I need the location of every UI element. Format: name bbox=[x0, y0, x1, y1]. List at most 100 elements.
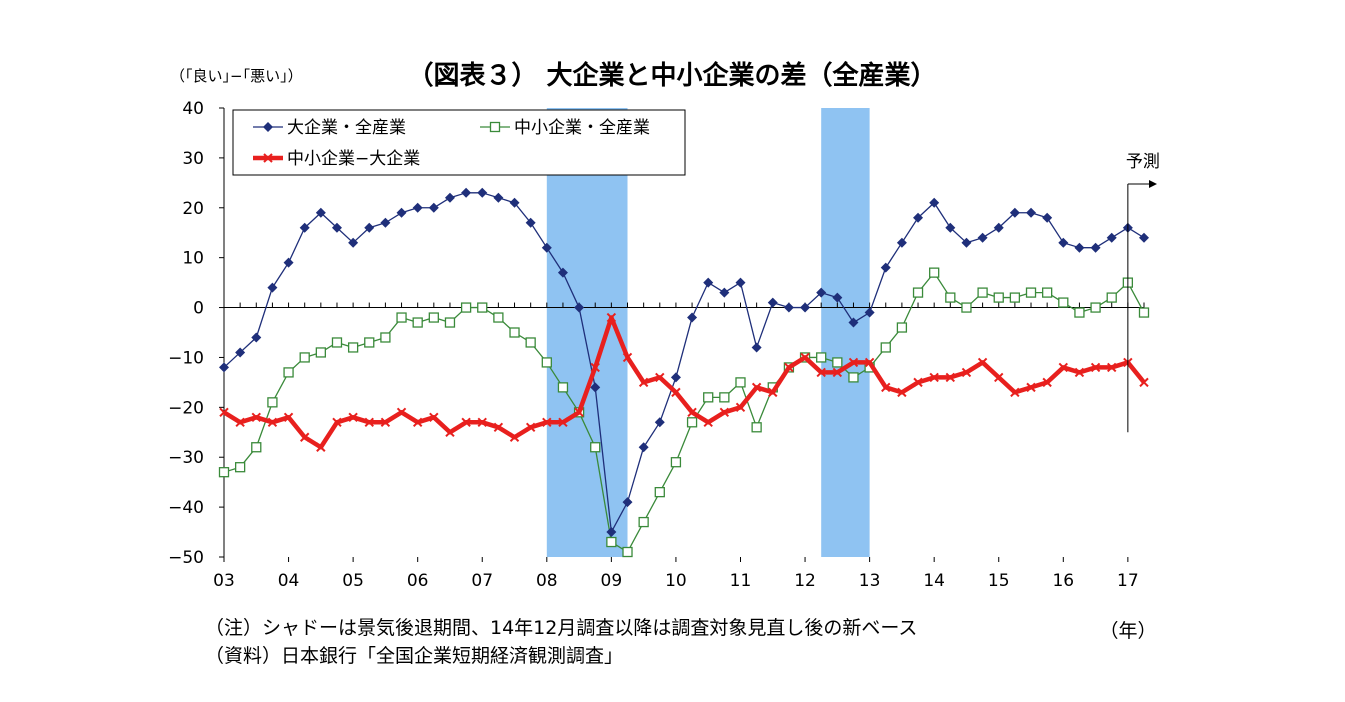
series-2-point bbox=[315, 347, 326, 358]
series-3-point bbox=[590, 362, 600, 373]
series-3-point bbox=[671, 387, 681, 398]
legend-marker-1 bbox=[263, 122, 273, 132]
x-tick-label: 07 bbox=[471, 571, 493, 591]
series-2-point bbox=[460, 302, 472, 313]
series-1-point bbox=[945, 222, 956, 233]
series-3-point bbox=[267, 417, 278, 428]
series-1-point bbox=[509, 197, 520, 208]
y-tick-label: −30 bbox=[168, 448, 204, 468]
series-1-point bbox=[412, 202, 423, 213]
series-2-point bbox=[218, 467, 230, 478]
series-2-point bbox=[848, 372, 859, 383]
series-2 bbox=[218, 267, 1150, 558]
y-tick-label: −40 bbox=[168, 498, 204, 518]
series-1-point bbox=[380, 217, 391, 228]
series-1-point bbox=[767, 297, 778, 308]
x-tick-label: 11 bbox=[730, 571, 752, 591]
series-3-point bbox=[235, 417, 245, 428]
x-tick-label: 08 bbox=[536, 571, 558, 591]
series-1-point bbox=[816, 287, 827, 298]
y-tick-label: −20 bbox=[168, 398, 204, 418]
series-2-point bbox=[267, 397, 278, 408]
x-tick-label: 17 bbox=[1117, 571, 1139, 591]
x-tick-label: 16 bbox=[1052, 571, 1074, 591]
series-1-point bbox=[864, 307, 875, 318]
series-1-point bbox=[525, 217, 536, 228]
series-2-point bbox=[541, 357, 552, 368]
series-1-point bbox=[880, 262, 891, 273]
x-tick-label: 10 bbox=[665, 571, 687, 591]
series-1-point bbox=[783, 302, 794, 313]
series-1-point bbox=[541, 242, 552, 253]
series-1-point bbox=[1058, 237, 1069, 248]
series-3-point bbox=[1090, 362, 1101, 373]
series-2-point bbox=[1090, 302, 1101, 313]
recession-shade-1 bbox=[546, 108, 628, 557]
series-3-point bbox=[574, 407, 584, 418]
series-2-point bbox=[735, 377, 746, 388]
y-tick-label: 30 bbox=[182, 149, 204, 169]
series-2-point bbox=[380, 332, 391, 343]
series-2-point bbox=[622, 546, 633, 558]
series-3-point bbox=[864, 357, 875, 368]
series-3-point bbox=[929, 372, 939, 383]
source-note: （資料）日本銀行「全国企業短期経済観測調査」 bbox=[205, 645, 624, 667]
series-2-point bbox=[929, 267, 940, 278]
series-2-point bbox=[364, 337, 375, 348]
series-3-point bbox=[542, 417, 552, 428]
legend-label-3: 中小企業−大企業 bbox=[287, 149, 420, 169]
series-3-point bbox=[994, 372, 1004, 383]
series-2-point bbox=[444, 317, 456, 328]
series-1-point bbox=[396, 207, 407, 218]
series-2-point bbox=[912, 287, 924, 298]
series-2-point bbox=[299, 352, 310, 363]
series-3-point bbox=[816, 367, 826, 378]
y-axis-label: （｢良い｣−｢悪い｣） bbox=[170, 67, 303, 85]
legend-marker-2 bbox=[489, 121, 501, 133]
series-3-point bbox=[1026, 382, 1036, 393]
series-3-point bbox=[283, 412, 294, 423]
series-3-point bbox=[461, 417, 471, 428]
series-1-point bbox=[848, 317, 859, 328]
legend-label-2: 中小企業・全産業 bbox=[514, 118, 650, 138]
series-1-point bbox=[348, 237, 359, 248]
series-1-point bbox=[1106, 232, 1117, 243]
x-tick-label: 15 bbox=[988, 571, 1010, 591]
series-3-point bbox=[509, 432, 520, 442]
series-3-point bbox=[897, 387, 907, 398]
series-1-point bbox=[477, 187, 488, 198]
series-2-point bbox=[347, 342, 359, 353]
series-2-point bbox=[509, 327, 520, 338]
series-3-point bbox=[961, 367, 972, 378]
series-2-point bbox=[331, 337, 343, 348]
series-1-point bbox=[251, 332, 262, 343]
series-3-point bbox=[913, 377, 923, 388]
series-1-point bbox=[1042, 212, 1053, 223]
series-3-point bbox=[493, 422, 504, 432]
series-1-point bbox=[670, 372, 681, 383]
series-3-point bbox=[429, 412, 439, 423]
series-3-point bbox=[1010, 387, 1020, 398]
series-3-point bbox=[396, 407, 407, 418]
series-2-point bbox=[670, 457, 682, 468]
legend-box bbox=[232, 109, 686, 176]
series-3-point bbox=[784, 362, 794, 373]
series-3-point bbox=[1042, 377, 1052, 388]
y-tick-label: 40 bbox=[182, 99, 204, 119]
series-1-point bbox=[1139, 232, 1149, 243]
y-tick-label: 20 bbox=[182, 199, 204, 219]
series-2-point bbox=[638, 516, 649, 528]
forecast-label: 予測 bbox=[1126, 152, 1160, 172]
series-2-point bbox=[428, 312, 439, 323]
series-2-point bbox=[961, 302, 972, 313]
series-3-point bbox=[219, 407, 229, 418]
series-3-point bbox=[638, 377, 649, 388]
y-tick-label: −10 bbox=[168, 348, 204, 368]
x-tick-label: 13 bbox=[859, 571, 881, 591]
series-3-line bbox=[222, 315, 1146, 450]
series-2-point bbox=[719, 392, 730, 403]
y-tick-label: −50 bbox=[168, 548, 204, 568]
series-2-point bbox=[251, 442, 262, 453]
series-2-point bbox=[525, 337, 536, 348]
